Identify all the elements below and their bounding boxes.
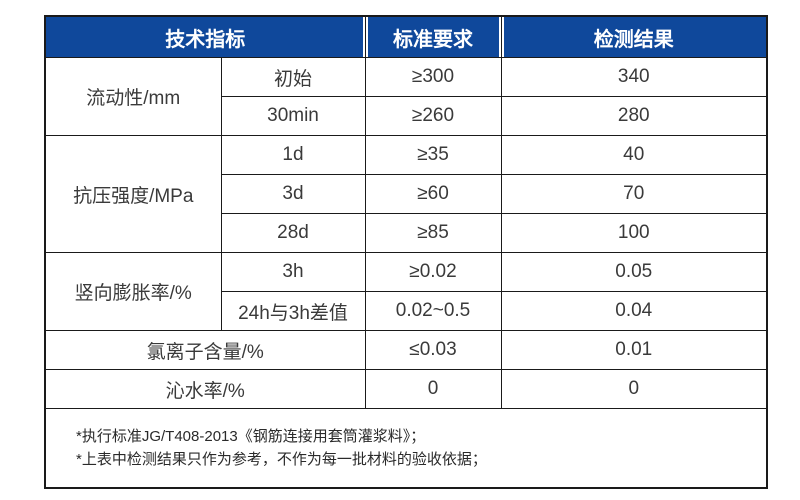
table-row: 抗压强度/MPa 1d ≥35 40 (44, 135, 768, 253)
sub-cell: 初始 (220, 57, 366, 97)
table-row: 氯离子含量/% ≤0.03 0.01 (44, 330, 768, 370)
result-cell: 0.05 (500, 252, 768, 292)
notes: *执行标准JG/T408-2013《钢筋连接用套筒灌浆料》； *上表中检测结果只… (44, 408, 768, 489)
table-row: 流动性/mm 初始 ≥300 340 (44, 57, 768, 136)
note-line-standard: *执行标准JG/T408-2013《钢筋连接用套筒灌浆料》； (76, 428, 426, 445)
requirement-cell: ≤0.03 (364, 330, 502, 370)
header-cell-requirement: 标准要求 (364, 15, 502, 58)
result-cell: 340 (500, 57, 768, 97)
table-row: 24h与3h差值 0.02~0.5 0.04 (45, 291, 768, 331)
result-cell: 100 (500, 213, 768, 253)
table-row: 竖向膨胀率/% 3h ≥0.02 0.05 (44, 252, 768, 331)
requirement-cell: ≥0.02 (364, 252, 502, 292)
group-cell-fluidity: 流动性/mm (44, 57, 222, 136)
table-row: 30min ≥260 280 (45, 96, 768, 136)
sub-cell: 24h与3h差值 (220, 291, 366, 331)
requirement-cell: ≥35 (364, 135, 502, 175)
result-cell: 0.04 (500, 291, 768, 331)
sub-cell: 1d (220, 135, 366, 175)
table-row: 沁水率/% 0 0 (44, 369, 768, 409)
requirement-cell: ≥85 (364, 213, 502, 253)
sub-cell: 28d (220, 213, 366, 253)
spec-table: 技术指标 标准要求 检测结果 流动性/mm 初始 ≥300 340 30min … (44, 15, 768, 489)
group-cell-compressive-strength: 抗压强度/MPa (44, 135, 222, 253)
group-cell-vertical-expansion: 竖向膨胀率/% (44, 252, 222, 331)
sub-cell: 30min (220, 96, 366, 136)
requirement-cell: ≥260 (364, 96, 502, 136)
requirement-cell: 0 (364, 369, 502, 409)
result-cell: 0 (500, 369, 768, 409)
sub-cell: 3h (220, 252, 366, 292)
requirement-cell: ≥60 (364, 174, 502, 214)
notes-row: *执行标准JG/T408-2013《钢筋连接用套筒灌浆料》； *上表中检测结果只… (44, 408, 768, 489)
group-cell-chloride-content: 氯离子含量/% (44, 330, 366, 370)
result-cell: 280 (500, 96, 768, 136)
requirement-cell: 0.02~0.5 (364, 291, 502, 331)
note-line-disclaimer: *上表中检测结果只作为参考，不作为每一批材料的验收依据； (76, 451, 487, 468)
sub-cell: 3d (220, 174, 366, 214)
result-cell: 70 (500, 174, 768, 214)
table-row: 28d ≥85 100 (45, 213, 768, 253)
result-cell: 40 (500, 135, 768, 175)
table-row: 3d ≥60 70 (45, 174, 768, 214)
header-cell-result: 检测结果 (500, 15, 768, 58)
result-cell: 0.01 (500, 330, 768, 370)
header-cell-indicator: 技术指标 (44, 15, 366, 58)
requirement-cell: ≥300 (364, 57, 502, 97)
group-cell-bleeding-rate: 沁水率/% (44, 369, 366, 409)
header-row: 技术指标 标准要求 检测结果 (44, 15, 768, 58)
